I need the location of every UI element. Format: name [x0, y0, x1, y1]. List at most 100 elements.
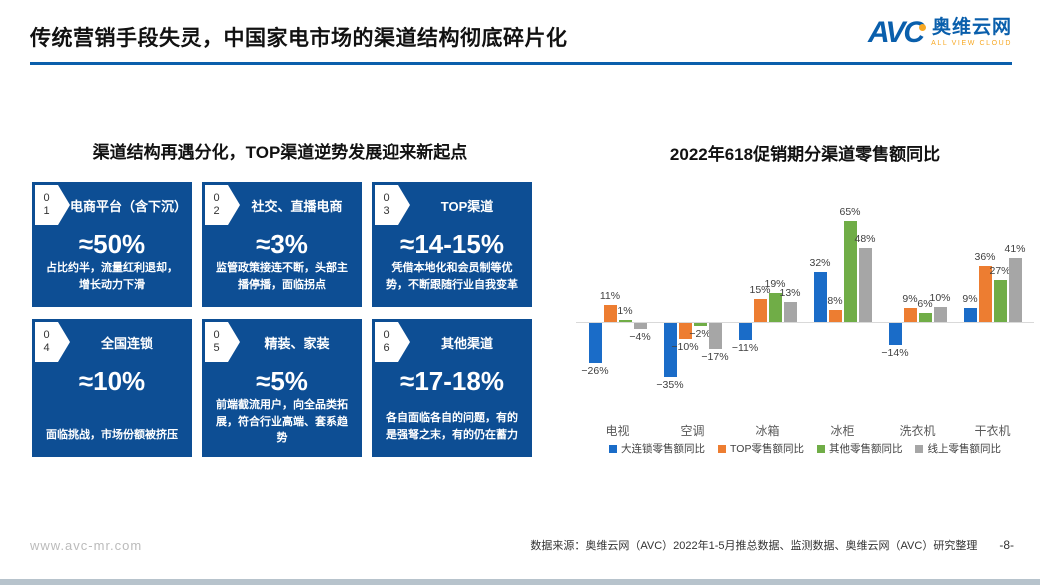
legend-item: 线上零售额同比: [915, 441, 1001, 456]
chart-bar: [678, 323, 692, 339]
bar-value-label: 19%: [764, 277, 786, 290]
bar-chart: −26% 11% 1% −4% −35% −10% −2% −17% −11% 15% 19% 13%…: [576, 175, 1034, 475]
chart-bar: [708, 323, 722, 350]
bar-value-label: 27%: [989, 265, 1011, 278]
page-number: -8-: [999, 538, 1014, 552]
bar-value-label: 32%: [809, 257, 831, 270]
card-value: ≈14-15%: [400, 229, 504, 259]
card-value: ≈50%: [78, 229, 146, 259]
chart-bar: [633, 323, 647, 330]
bar-value-label: 1%: [617, 305, 633, 318]
chart-bar: [858, 247, 872, 322]
bar-value-label: 11%: [599, 289, 621, 302]
card-title: 全国连锁: [100, 336, 153, 351]
x-axis-category-label: 洗衣机: [899, 424, 936, 438]
chart-bar: [918, 312, 932, 322]
legend-item: 大连锁零售额同比: [609, 441, 705, 456]
chart-plot-area: −26% 11% 1% −4% −35% −10% −2% −17% −11% 15% 19% 13%…: [576, 175, 1034, 415]
bar-value-label: −10%: [671, 340, 699, 353]
bar-value-label: 9%: [902, 293, 918, 306]
bar-value-label: 15%: [749, 283, 771, 296]
badge-digit: 0: [213, 328, 220, 341]
badge-digit: 4: [43, 342, 50, 354]
bar-value-label: −11%: [731, 342, 759, 355]
badge-digit: 0: [43, 328, 50, 341]
badge-digit: 0: [383, 328, 390, 341]
chart-bar: [828, 309, 842, 322]
bar-value-label: 65%: [839, 206, 861, 219]
chart-bar: [888, 323, 902, 345]
chart-bar: [783, 301, 797, 322]
card-title: 社交、直播电商: [251, 199, 343, 214]
bar-value-label: 48%: [854, 232, 876, 245]
x-axis-category-label: 冰箱: [755, 424, 780, 438]
card-description: 前端截流用户，向全品类拓展，符合行业高端、套系趋势: [216, 399, 348, 444]
footer-right: 数据来源：奥维云网（AVC）2022年1-5月推总数据、监测数据、奥维云网（AV…: [530, 537, 1014, 553]
badge-digit: 2: [213, 205, 220, 217]
legend-swatch-icon: [915, 444, 924, 453]
avc-logo-dot-icon: [919, 23, 927, 31]
chart-bar: [618, 320, 632, 322]
bar-value-label: 36%: [974, 251, 996, 264]
website-url: www.avc-mr.com: [30, 538, 143, 553]
chart-bar: [813, 272, 827, 322]
legend-swatch-icon: [816, 444, 825, 453]
chart-bar: [1008, 258, 1022, 322]
chart-bar: [693, 323, 707, 327]
bar-value-label: −35%: [656, 379, 684, 392]
chart-x-axis-labels: 电视 空调 冰箱 冰柜 洗衣机 干衣机: [580, 422, 1030, 439]
legend-item: TOP零售额同比: [718, 441, 804, 456]
bar-value-label: 10%: [929, 291, 951, 304]
chart-bar: [768, 292, 782, 322]
legend-label: 线上零售额同比: [927, 443, 1001, 455]
chart-bar: [603, 304, 617, 322]
avc-logo-text: AVC: [867, 16, 925, 49]
bottom-accent-bar: [0, 579, 1040, 585]
legend-label: 大连锁零售额同比: [621, 443, 706, 455]
chart-bar: [978, 266, 992, 322]
card-value: ≈17-18%: [400, 366, 504, 396]
legend-swatch-icon: [609, 444, 618, 453]
bar-value-label: 6%: [917, 297, 933, 310]
chart-zero-axis: [576, 322, 1034, 323]
bar-value-label: −26%: [581, 365, 609, 378]
page-title: 传统营销手段失灵，中国家电市场的渠道结构彻底碎片化: [30, 27, 568, 50]
badge-digit: 5: [213, 342, 220, 354]
avc-logo-tagline: ALL VIEW CLOUD: [931, 40, 1012, 48]
x-axis-category-label: 冰柜: [830, 424, 855, 438]
card-title: 精装、家装: [264, 336, 330, 351]
chart-bar: [843, 221, 857, 322]
card-description: 占比约半，流量红利退却，增长动力下滑: [46, 262, 178, 291]
chart-bar: [738, 323, 752, 341]
chart-bar: [753, 298, 767, 322]
badge-digit: 1: [43, 205, 50, 217]
avc-logo-chinese: 奥维云网: [931, 17, 1012, 39]
chart-bar: [933, 306, 947, 322]
x-axis-category-label: 空调: [680, 424, 705, 438]
card-title: 电商平台（含下沉）: [70, 199, 188, 214]
card-title: 其他渠道: [440, 336, 493, 351]
left-section-title: 渠道结构再遇分化，TOP渠道逆势发展迎来新起点: [92, 143, 468, 162]
chart-bar: [588, 323, 602, 364]
card-description: 面临挑战，市场份额被挤压: [46, 428, 178, 441]
x-axis-category-label: 电视: [605, 424, 630, 438]
legend-item: 其他零售额同比: [816, 441, 902, 456]
bar-value-label: −17%: [701, 351, 729, 364]
card-title: TOP渠道: [440, 199, 494, 214]
chart-bar: [993, 280, 1007, 322]
bar-value-label: 8%: [827, 294, 843, 307]
legend-swatch-icon: [718, 444, 727, 453]
